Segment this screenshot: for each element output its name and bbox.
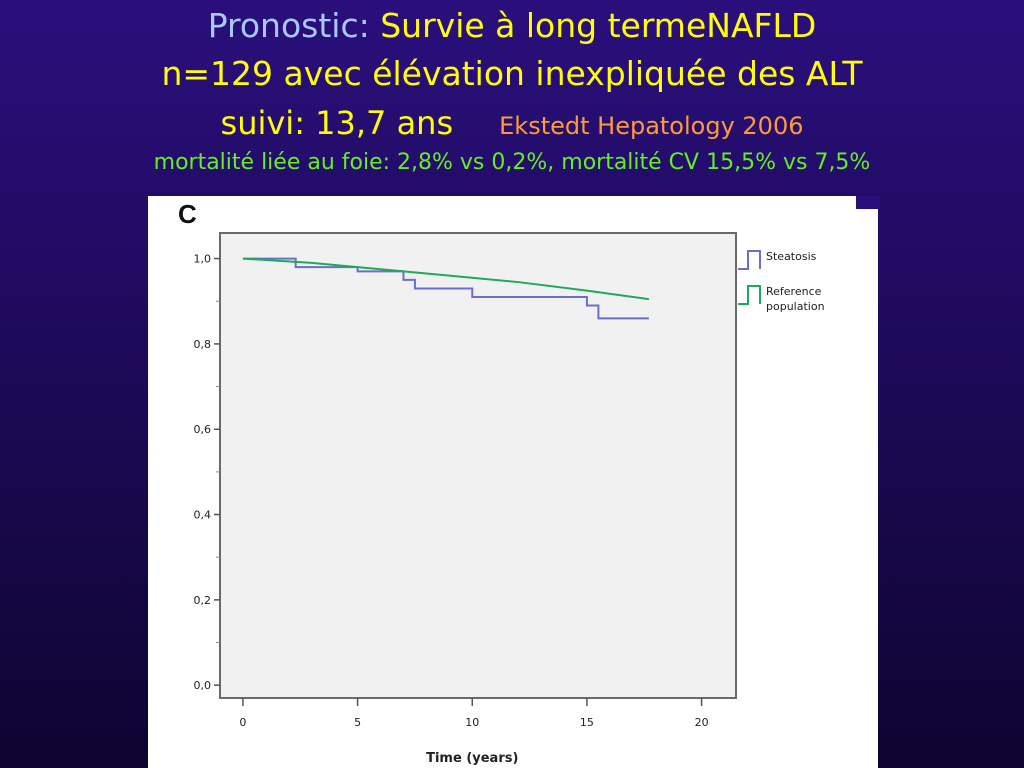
y-tick-label: 0,0: [194, 679, 212, 692]
mortality-note: mortalité liée au foie: 2,8% vs 0,2%, mo…: [153, 150, 871, 175]
y-tick-label: 0,6: [194, 423, 212, 436]
title-prefix: Pronostic:: [207, 6, 370, 45]
x-axis-label: Time (years): [426, 751, 518, 766]
x-tick-label: 0: [239, 716, 246, 729]
reference-citation: Ekstedt Hepatology 2006: [499, 112, 804, 140]
series-line-reference: [242, 257, 649, 301]
legend-label: Reference: [766, 285, 822, 298]
x-tick-label: 10: [465, 716, 479, 729]
figure-corner-notch: [856, 196, 880, 209]
x-tick-label: 20: [695, 716, 709, 729]
survival-chart: C 0,0 0,2 0,4 0,6 0,8 1,0 0 5 10 15 20 Time (years) S…: [178, 199, 825, 766]
legend-label: population: [766, 300, 825, 313]
x-tick-label: 15: [580, 716, 594, 729]
legend-swatch: [738, 285, 761, 305]
slide-subtitle: n=129 avec élévation inexpliquée des ALT: [161, 54, 863, 93]
panel-label: C: [178, 199, 197, 229]
plot-area: [219, 232, 737, 699]
x-tick-label: 5: [354, 716, 361, 729]
series-line-steatosis: [242, 257, 649, 320]
followup-text: suivi: 13,7 ans: [220, 104, 454, 142]
survival-figure: C 0,0 0,2 0,4 0,6 0,8 1,0 0 5 10 15 20 Time (years) S…: [148, 196, 878, 768]
y-tick-label: 0,2: [194, 594, 212, 607]
y-tick-label: 0,4: [194, 509, 212, 522]
y-tick-label: 0,8: [194, 338, 212, 351]
followup-line: suivi: 13,7 ans Ekstedt Hepatology 2006: [0, 102, 1024, 147]
y-tick-label: 1,0: [194, 253, 212, 266]
legend-swatch: [738, 250, 761, 270]
title-main: Survie à long termeNAFLD: [380, 6, 817, 45]
slide-title: Pronostic: Survie à long termeNAFLD: [0, 4, 1024, 48]
legend-label: Steatosis: [766, 250, 817, 263]
